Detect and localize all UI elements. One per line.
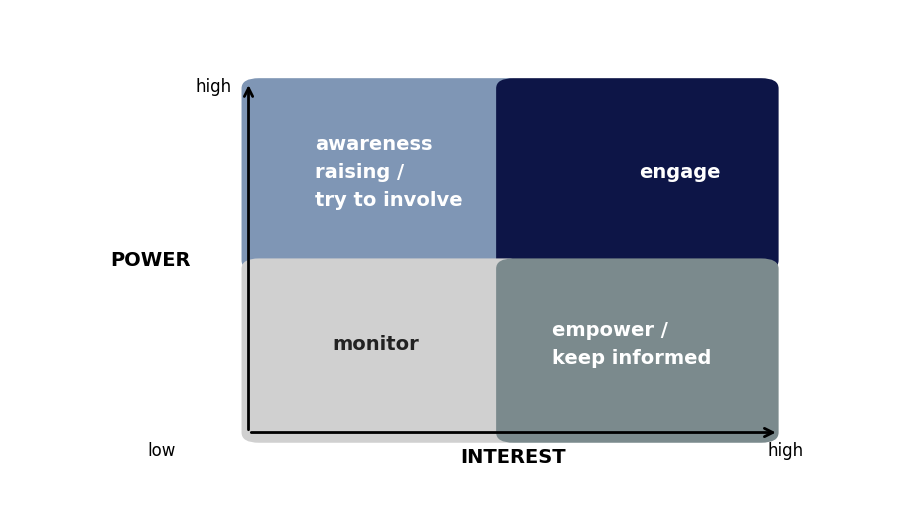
Text: POWER: POWER xyxy=(111,251,191,270)
Text: high: high xyxy=(768,442,804,460)
FancyBboxPatch shape xyxy=(496,78,778,271)
Text: awareness
raising /
try to involve: awareness raising / try to involve xyxy=(315,135,463,210)
FancyBboxPatch shape xyxy=(241,78,524,271)
Text: low: low xyxy=(147,442,176,460)
FancyBboxPatch shape xyxy=(496,259,778,443)
Text: monitor: monitor xyxy=(332,335,419,354)
Text: engage: engage xyxy=(639,163,721,182)
Text: INTEREST: INTEREST xyxy=(461,448,566,467)
FancyBboxPatch shape xyxy=(241,259,524,443)
Text: empower /
keep informed: empower / keep informed xyxy=(552,321,711,368)
Text: high: high xyxy=(195,78,231,96)
